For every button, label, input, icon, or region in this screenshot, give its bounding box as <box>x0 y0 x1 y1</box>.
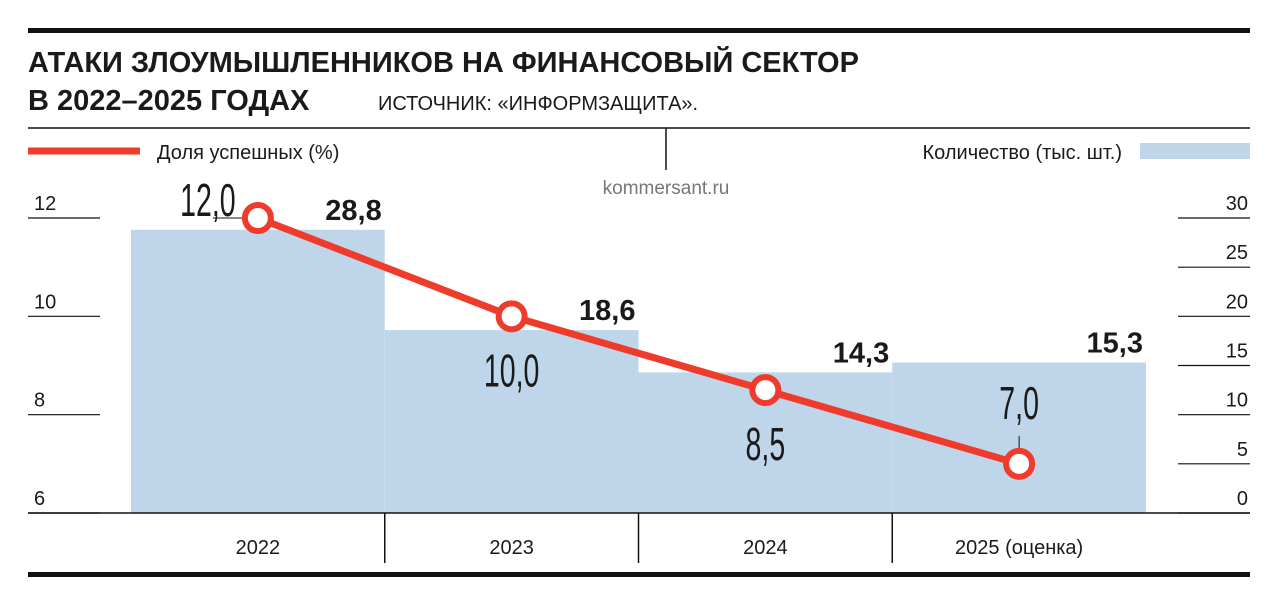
bar-value-label: 28,8 <box>325 195 381 227</box>
legend-swatch <box>1140 143 1250 159</box>
legend-label: Количество (тыс. шт.) <box>923 142 1122 164</box>
bar-value-label: 14,3 <box>833 337 889 369</box>
top-rule <box>28 28 1250 33</box>
y2-tick-label: 0 <box>1237 488 1248 510</box>
y-tick-label: 10 <box>34 291 56 313</box>
chart-title: АТАКИ ЗЛОУМЫШЛЕННИКОВ НА ФИНАНСОВЫЙ СЕКТ… <box>28 45 859 79</box>
y2-tick-label: 30 <box>1226 193 1248 215</box>
y2-tick-label: 20 <box>1226 291 1248 313</box>
source: ИСТОЧНИК: «ИНФОРМЗАЩИТА». <box>378 93 698 115</box>
legend-label: Доля успешных (%) <box>157 142 339 164</box>
point-value-label: 10,0 <box>484 345 540 397</box>
bottom-rule <box>28 572 1250 577</box>
x-tick-label: 2022 <box>236 537 281 559</box>
y2-tick-label: 5 <box>1237 439 1248 461</box>
bar-value-label: 18,6 <box>579 295 635 327</box>
point-value-label: 8,5 <box>746 419 786 471</box>
x-tick-label: 2023 <box>489 537 534 559</box>
y-tick-label: 12 <box>34 193 56 215</box>
point <box>1003 447 1036 480</box>
line <box>256 214 1021 468</box>
y2-tick-label: 15 <box>1226 341 1248 363</box>
bar-value-label: 15,3 <box>1087 328 1143 360</box>
watermark: kommersant.ru <box>603 178 730 199</box>
chart-title: В 2022–2025 ГОДАХ <box>28 85 310 117</box>
point <box>241 202 274 234</box>
point <box>495 300 528 333</box>
bar <box>131 229 385 514</box>
y-tick-label: 6 <box>34 488 45 510</box>
x-tick-label: 2025 (оценка) <box>955 537 1083 559</box>
point-value-label: 7,0 <box>999 378 1039 430</box>
x-tick-label: 2024 <box>743 537 788 559</box>
bar <box>384 330 639 513</box>
point-value-label: 12,0 <box>180 175 236 227</box>
y2-tick-label: 10 <box>1226 390 1248 412</box>
y-tick-label: 8 <box>34 390 45 412</box>
point <box>749 374 782 407</box>
y2-tick-label: 25 <box>1226 242 1248 264</box>
